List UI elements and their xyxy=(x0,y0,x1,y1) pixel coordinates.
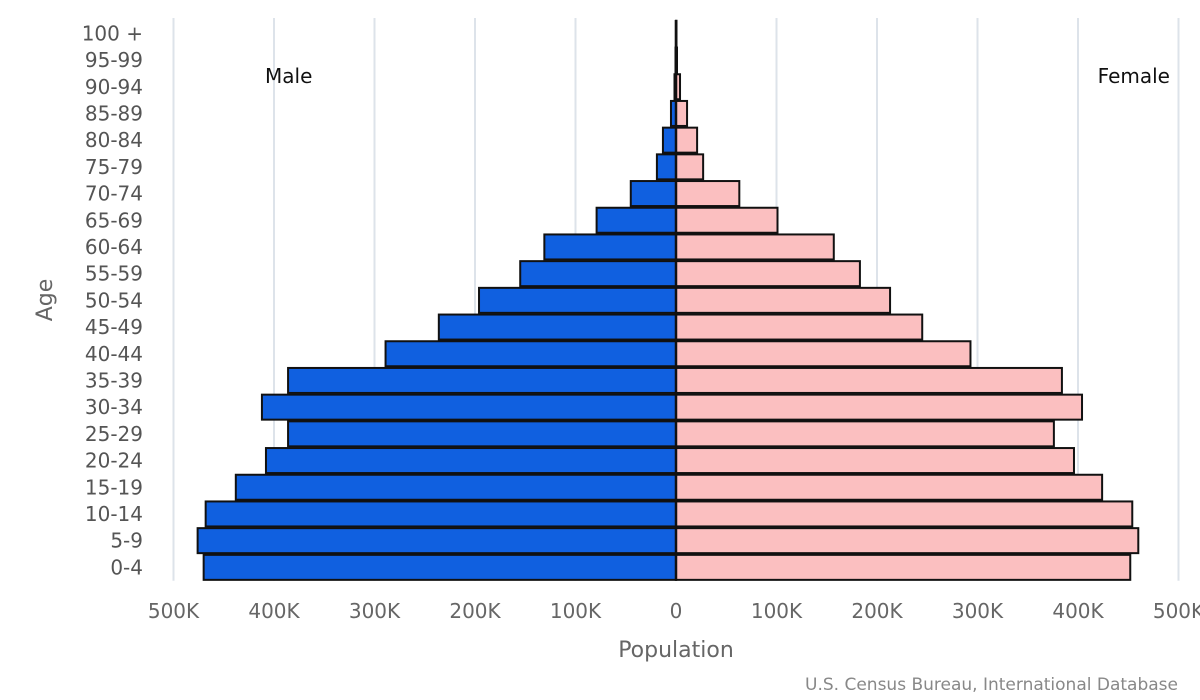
age-group-label: 80-84 xyxy=(85,128,143,152)
male-bar xyxy=(543,233,677,261)
male-bar xyxy=(519,260,677,288)
x-tick-label: 300K xyxy=(952,599,1004,623)
female-bar xyxy=(675,393,1084,421)
x-tick-label: 0 xyxy=(670,599,683,623)
male-bar xyxy=(478,286,677,314)
x-tick-label: 100K xyxy=(550,599,602,623)
age-group-label: 65-69 xyxy=(85,208,143,232)
female-series-label: Female xyxy=(1098,64,1170,88)
age-group-label: 10-14 xyxy=(85,502,143,526)
y-axis-title: Age xyxy=(33,279,58,322)
male-bar xyxy=(384,340,677,368)
age-group-label: 70-74 xyxy=(85,182,143,206)
male-bar xyxy=(287,420,677,448)
bars xyxy=(196,19,1140,581)
female-bar xyxy=(675,313,924,341)
female-bar xyxy=(675,500,1134,528)
age-group-label: 50-54 xyxy=(85,288,143,312)
age-group-label: 15-19 xyxy=(85,475,143,499)
female-bar xyxy=(675,473,1104,501)
female-bar xyxy=(675,366,1063,394)
male-bar xyxy=(260,393,677,421)
male-bar xyxy=(287,366,677,394)
age-group-label: 45-49 xyxy=(85,315,143,339)
age-group-label: 20-24 xyxy=(85,449,143,473)
male-bar xyxy=(202,553,677,581)
x-tick-label: 100K xyxy=(751,599,803,623)
female-bar xyxy=(675,260,861,288)
male-bar xyxy=(204,500,677,528)
age-group-label: 25-29 xyxy=(85,422,143,446)
female-bar xyxy=(675,340,972,368)
male-bar xyxy=(264,447,677,475)
male-bar xyxy=(629,180,678,208)
female-bar xyxy=(675,527,1140,555)
male-bar xyxy=(655,153,678,181)
age-group-label: 55-59 xyxy=(85,262,143,286)
female-bar xyxy=(675,447,1075,475)
male-bar xyxy=(234,473,677,501)
age-group-label: 85-89 xyxy=(85,101,143,125)
female-bar xyxy=(675,153,705,181)
age-group-label: 75-79 xyxy=(85,155,143,179)
x-tick-label: 400K xyxy=(1052,599,1104,623)
female-bar xyxy=(675,126,699,154)
female-bar xyxy=(675,420,1055,448)
population-axis-labels: 500K 400K 300K 200K 100K 0 100K 200K 300K 400K 500… xyxy=(148,599,1200,623)
female-bar xyxy=(675,180,741,208)
x-tick-label: 400K xyxy=(248,599,300,623)
male-series-label: Male xyxy=(265,64,312,88)
age-group-label: 95-99 xyxy=(85,48,143,72)
x-tick-label: 500K xyxy=(1153,599,1200,623)
male-bar xyxy=(437,313,677,341)
age-group-label: 100 + xyxy=(82,21,143,45)
female-bar xyxy=(675,206,779,234)
female-bar xyxy=(675,233,835,261)
female-bar xyxy=(675,99,689,127)
age-group-label: 60-64 xyxy=(85,235,143,259)
female-bar xyxy=(675,553,1132,581)
age-group-label: 30-34 xyxy=(85,395,143,419)
x-tick-label: 500K xyxy=(148,599,200,623)
male-bar xyxy=(661,126,677,154)
source-credit: U.S. Census Bureau, International Databa… xyxy=(805,675,1178,695)
age-group-label: 90-94 xyxy=(85,75,143,99)
x-tick-label: 200K xyxy=(449,599,501,623)
male-bar xyxy=(595,206,677,234)
x-tick-label: 300K xyxy=(349,599,401,623)
age-group-label: 35-39 xyxy=(85,368,143,392)
age-group-label: 5-9 xyxy=(110,529,143,553)
x-axis-title: Population xyxy=(618,638,734,663)
age-group-label: 40-44 xyxy=(85,342,143,366)
x-tick-label: 200K xyxy=(851,599,903,623)
female-bar xyxy=(675,286,892,314)
male-bar xyxy=(196,527,677,555)
age-group-label: 0-4 xyxy=(110,555,143,579)
